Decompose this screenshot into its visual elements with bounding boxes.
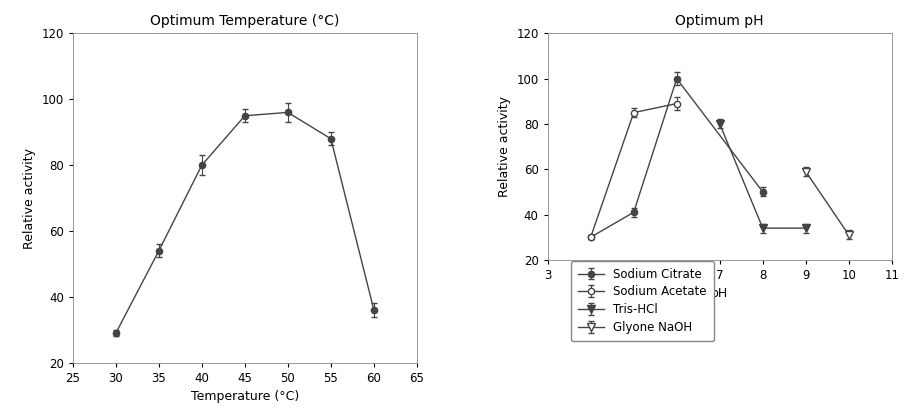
Y-axis label: Relative activity: Relative activity (498, 96, 511, 197)
Title: Optimum pH: Optimum pH (675, 14, 764, 28)
Legend: Sodium Citrate, Sodium Acetate, Tris-HCl, Glyone NaOH: Sodium Citrate, Sodium Acetate, Tris-HCl… (571, 261, 713, 341)
Title: Optimum Temperature (°C): Optimum Temperature (°C) (150, 14, 339, 28)
X-axis label: pH: pH (711, 287, 728, 300)
X-axis label: Temperature (°C): Temperature (°C) (191, 390, 299, 403)
Y-axis label: Relative activity: Relative activity (23, 148, 35, 249)
